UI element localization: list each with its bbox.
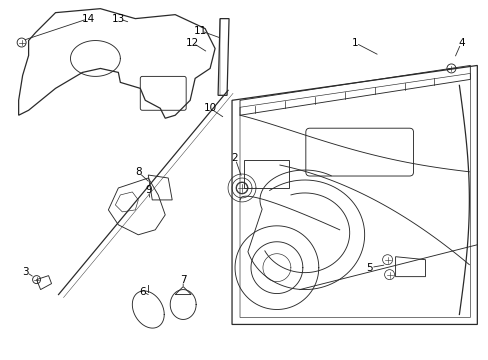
Text: 6: 6 (139, 287, 145, 297)
Text: 11: 11 (193, 26, 206, 36)
Text: 14: 14 (81, 14, 95, 24)
Text: 3: 3 (22, 267, 29, 276)
Text: 4: 4 (457, 37, 464, 48)
Text: 5: 5 (366, 263, 372, 273)
Text: 12: 12 (185, 37, 198, 48)
Text: 2: 2 (231, 153, 238, 163)
Text: 7: 7 (180, 275, 186, 285)
Bar (244, 160, 288, 188)
Text: 9: 9 (144, 185, 151, 195)
Text: 13: 13 (111, 14, 125, 24)
Text: 1: 1 (351, 37, 357, 48)
Text: 8: 8 (135, 167, 142, 177)
Text: 10: 10 (203, 103, 216, 113)
